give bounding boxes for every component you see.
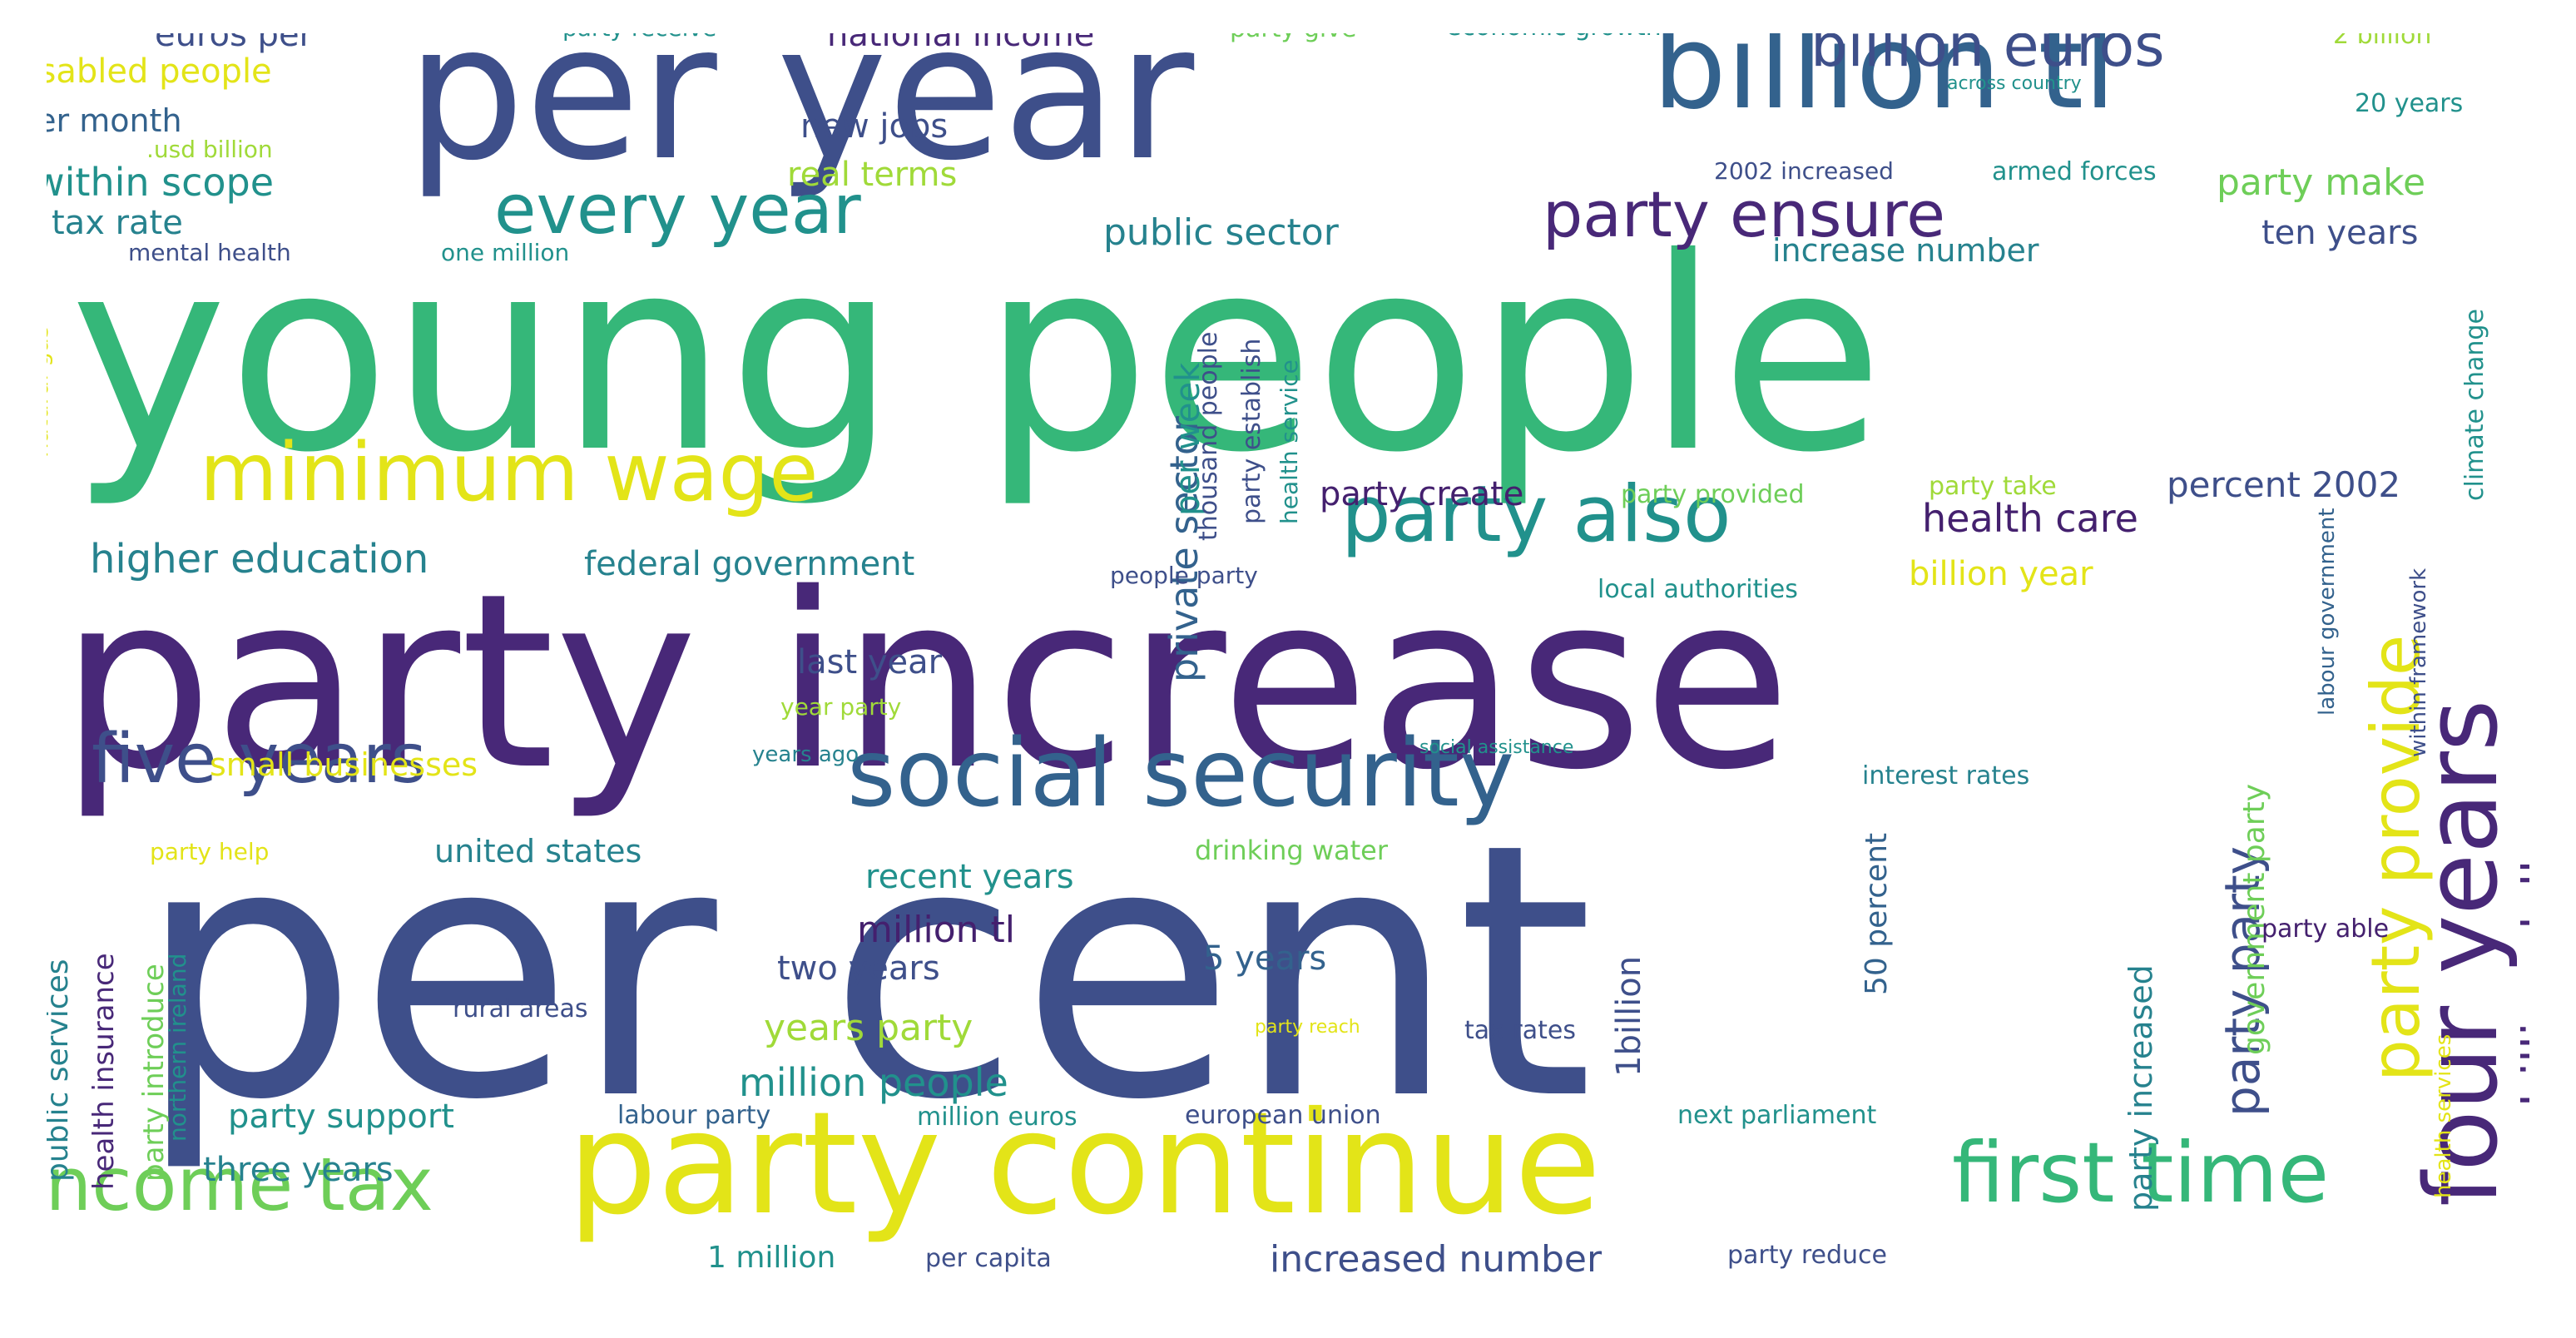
word-rural-areas: rural areas: [453, 994, 588, 1023]
word-social-security: social security: [847, 720, 1515, 828]
word-2-billion: 2 billion: [2333, 33, 2432, 50]
word-party-ensure: party ensure: [1543, 177, 1946, 251]
word-public-sector: public sector: [1103, 211, 1339, 254]
word-billion-tl: billion tl: [1652, 33, 2117, 136]
word-party-make: party make: [2217, 161, 2426, 204]
word-new-jobs: new jobs: [800, 107, 949, 146]
word-united-states: united states: [434, 833, 642, 870]
word-armed-forces: armed forces: [1992, 157, 2157, 186]
word-social-assistance: social assistance: [1419, 737, 1574, 758]
word-2002-increased: 2002 increased: [1714, 157, 1894, 185]
word-5-years: 5 years: [1203, 939, 1327, 978]
word-within-scope: within scope: [47, 160, 275, 205]
word-federal-government: federal government: [584, 545, 915, 583]
word-party-increase: party increase: [60, 543, 1791, 823]
word-mental-health: mental health: [128, 239, 291, 266]
word-party-receive: party receive: [562, 33, 716, 40]
word-young-people: young people: [70, 201, 1885, 511]
word-party-give: party give: [1230, 33, 1356, 42]
word-higher-education: higher education: [90, 536, 429, 582]
word-million-people: million people: [739, 1060, 1008, 1105]
word-1billion: 1billion: [1610, 955, 1648, 1077]
word-northern-ireland: northern ireland: [164, 953, 191, 1142]
word-party-continue: party continue: [567, 1082, 1602, 1246]
word-billion-euros: billion euros: [1811, 33, 2165, 80]
word-million-tl: million tl: [857, 909, 1016, 951]
word-euros-per: euros per: [155, 33, 313, 54]
word-labour-government: labour government: [2315, 508, 2340, 716]
word-climate-change: climate change: [2460, 309, 2489, 501]
word-percent-2002: percent 2002: [2167, 464, 2401, 505]
word-cloud: per cent young people party increase per ye…: [47, 33, 2529, 1305]
word-party-reduce: party reduce: [1727, 1241, 1887, 1270]
word-thousand-people: thousand people: [1194, 331, 1223, 541]
word-public-services: public services: [47, 959, 75, 1182]
word-year-party: year party: [780, 693, 902, 721]
word-income-tax: income tax: [47, 1142, 433, 1227]
word-per-year: per year: [406, 33, 1195, 202]
word-labour-party: labour party: [617, 1101, 771, 1130]
word-local-authorities: local authorities: [1598, 575, 1798, 604]
word-party-support: party support: [228, 1098, 454, 1136]
word-party-increased: party increased: [2123, 964, 2159, 1212]
word-billion-dollars: billion dollars: [2512, 785, 2529, 1107]
word-health-care: health care: [1922, 496, 2138, 541]
word-small-businesses: small businesses: [210, 746, 478, 783]
word-five-years: five years: [92, 720, 427, 799]
word-people-party: people party: [1110, 562, 1258, 589]
word-drinking-water: drinking water: [1195, 835, 1388, 866]
word-last-year: last year: [797, 643, 943, 681]
word-increased-number: increased number: [1270, 1238, 1603, 1281]
word-one-million: one million: [441, 239, 570, 266]
word-party-help: party help: [150, 838, 270, 865]
word-party-reach: party reach: [1255, 1017, 1360, 1038]
word-party-create: party create: [1320, 475, 1524, 513]
word-billion-year: billion year: [1909, 555, 2093, 593]
word-health-service: health service: [1276, 359, 1303, 524]
word-party-establish: party establish: [1237, 338, 1266, 524]
word-years-party: years party: [764, 1007, 973, 1049]
word-every-year: every year: [494, 171, 861, 250]
word-real-terms: real terms: [787, 156, 958, 194]
word-health-services: health services: [2431, 1033, 2456, 1198]
word-across-country: across country: [1947, 73, 2082, 94]
word-20-years: 20 years: [2355, 89, 2464, 118]
word-tax-rates: tax rates: [1464, 1016, 1577, 1045]
word-party-take: party take: [1929, 472, 2057, 501]
word-party-also: party also: [1341, 469, 1731, 560]
word-interest-rates: interest rates: [1862, 761, 2030, 790]
word-first-time: first time: [1952, 1124, 2330, 1222]
word-national-income: national income: [827, 33, 1095, 54]
word-european-union: european union: [1185, 1101, 1381, 1130]
word-per-cent: per cent: [136, 770, 1594, 1177]
word-economic-growth: economic growth: [1446, 33, 1662, 40]
word-within-framework: within framework: [2406, 567, 2431, 757]
word-health-insurance: health insurance: [87, 953, 121, 1190]
word-tax-rate: tax rate: [52, 204, 183, 242]
word-natural-gas: natural gas: [47, 325, 53, 458]
word-50-percent: 50 percent: [1860, 832, 1894, 995]
word-recent-years: recent years: [865, 858, 1074, 896]
word-million-euros: million euros: [917, 1103, 1077, 1132]
word-disabled-people: disabled people: [47, 52, 272, 91]
word-1-million: 1 million: [707, 1241, 836, 1275]
word-party-provided: party provided: [1621, 480, 1805, 509]
word-per-month: per month: [47, 102, 182, 139]
word-per-capita: per capita: [925, 1244, 1052, 1273]
word-three-years: three years: [203, 1151, 394, 1189]
word-next-parliament: next parliament: [1677, 1101, 1877, 1130]
word-years-ago: years ago: [752, 742, 859, 767]
word-party-able: party able: [2261, 914, 2390, 944]
word-minimum-wage: minimum wage: [200, 426, 819, 519]
word-two-years: two years: [777, 949, 940, 988]
word-usd-billion: .usd billion: [146, 136, 273, 163]
word-increase-number: increase number: [1772, 232, 2039, 269]
word-ten-years: ten years: [2261, 214, 2419, 252]
